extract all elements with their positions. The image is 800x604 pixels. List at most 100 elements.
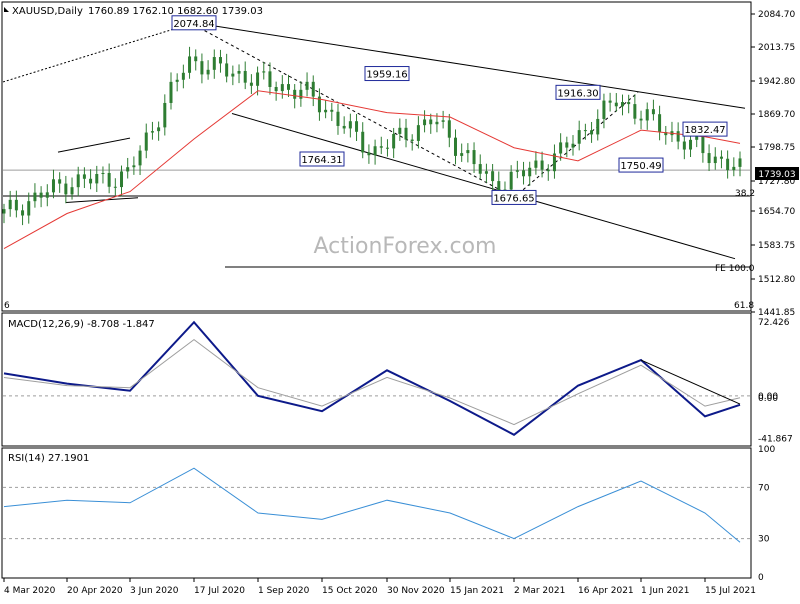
x-axis: 4 Mar 2020 20 Apr 2020 3 Jun 2020 17 Jul 20… (3, 578, 756, 596)
candle-body (540, 160, 544, 170)
candle-body (645, 109, 649, 121)
candle-body (8, 199, 12, 210)
rsi-lines (3, 467, 741, 543)
candle-body (132, 165, 136, 168)
price-tick-label: 1798.75 (758, 143, 795, 153)
x-tick-label: 3 Jun 2020 (130, 586, 179, 596)
annotation-box (682, 121, 728, 137)
candle-body (39, 192, 43, 198)
candle-body (441, 120, 445, 122)
candle-body (416, 125, 420, 141)
candle-body (76, 174, 80, 188)
candle-body (237, 70, 241, 74)
candle-body (404, 127, 408, 140)
candle-body (113, 186, 117, 188)
candle-body (627, 102, 631, 105)
x-tick-label: 1 Jun 2021 (641, 586, 689, 596)
candle-body (293, 89, 297, 99)
price-axis: 2084.70 2013.75 1942.80 1869.70 1798.75 1727.… (751, 10, 795, 318)
candle-body (225, 63, 229, 77)
macd-title: MACD(12,26,9) -8.708 -1.847 (8, 319, 155, 330)
candle-body (218, 57, 222, 64)
fib-61-8-label: 61.8 (734, 301, 754, 311)
candle-body (336, 111, 340, 126)
candle-body (559, 142, 563, 154)
ohlc-header: 1760.89 1762.10 1682.60 1739.03 (88, 6, 263, 17)
x-tick-label: 20 Apr 2020 (67, 586, 123, 596)
candle-body (738, 158, 742, 167)
candle-body (534, 160, 538, 168)
x-tick-label: 30 Nov 2020 (387, 586, 445, 596)
candle-body (596, 118, 600, 135)
candle-body (614, 102, 618, 107)
candle-body (429, 119, 433, 125)
macd-tick-label: -41.867 (758, 435, 793, 445)
x-tick-label: 15 Oct 2020 (322, 586, 378, 596)
x-tick-label: 15 Jan 2021 (450, 586, 504, 596)
macd-lines (3, 320, 741, 436)
candle-body (602, 100, 606, 119)
candle-body (460, 153, 464, 156)
candle-body (633, 104, 637, 119)
candle-body (243, 70, 247, 83)
candle-body (726, 158, 730, 171)
candle-body (620, 102, 624, 107)
candle-body (546, 169, 550, 172)
rsi-tick-label: 100 (758, 445, 775, 455)
candle-body (367, 152, 371, 156)
candle-body (200, 61, 204, 75)
lower-channel-line (231, 113, 736, 260)
candle-body (268, 71, 272, 87)
price-tick-label: 1654.70 (758, 207, 795, 217)
candle-body (484, 171, 488, 174)
annotation-box (299, 151, 345, 167)
candle-body (361, 131, 365, 153)
candle-body (348, 121, 352, 129)
annotation-box (618, 157, 664, 173)
price-tick-label: 2013.75 (758, 43, 795, 53)
candle-body (138, 150, 142, 166)
annotation-label: 1832.47 (684, 125, 725, 136)
macd-trend-line (640, 359, 741, 405)
candle-body (590, 130, 594, 135)
candle-body (101, 172, 105, 174)
price-tick-label: 1512.80 (758, 275, 795, 285)
candle-body (150, 131, 154, 133)
annotation-label: 2074.84 (173, 19, 214, 30)
candle-body (14, 199, 18, 211)
symbol-header: XAUUSD,Daily (12, 6, 83, 17)
candle-body (280, 84, 284, 92)
flag-upper-line (57, 137, 131, 153)
candle-body (682, 141, 686, 150)
x-tick-label: 16 Apr 2021 (578, 586, 634, 596)
candle-body (45, 192, 49, 198)
candle-body (287, 84, 291, 90)
candle-body (719, 156, 723, 159)
candle-body (231, 73, 235, 77)
candle-body (107, 172, 111, 187)
candle-body (522, 170, 526, 177)
candle-body (373, 146, 377, 156)
candle-body (330, 109, 334, 112)
candle-body (33, 192, 37, 202)
candle-body (658, 114, 662, 133)
annotation-label: 1959.16 (366, 70, 407, 81)
macd-line (3, 320, 741, 436)
candle-body (379, 146, 383, 148)
candle-body (311, 81, 315, 97)
rsi-line (3, 467, 741, 543)
candle-body (689, 139, 693, 150)
candle-body (355, 121, 359, 132)
fe-100-label: FE 100.0 (715, 264, 755, 274)
annotation-box (171, 15, 217, 31)
rsi-axis: 100 70 30 0 (3, 445, 775, 583)
collapse-arrow-icon[interactable] (4, 7, 9, 12)
candle-body (181, 72, 185, 80)
candle-body (144, 132, 148, 151)
candle-body (163, 102, 167, 128)
candle-body (423, 119, 427, 126)
candle-body (157, 127, 161, 132)
